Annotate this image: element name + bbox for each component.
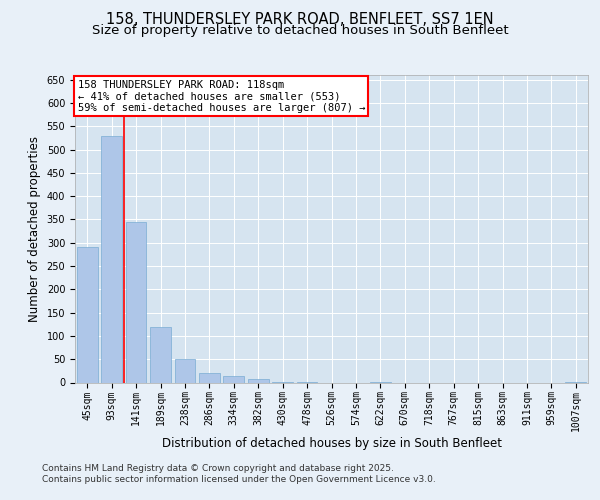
Text: Contains HM Land Registry data © Crown copyright and database right 2025.: Contains HM Land Registry data © Crown c… xyxy=(42,464,394,473)
Bar xyxy=(199,373,220,382)
Bar xyxy=(150,326,171,382)
Bar xyxy=(175,359,196,382)
Text: 158, THUNDERSLEY PARK ROAD, BENFLEET, SS7 1EN: 158, THUNDERSLEY PARK ROAD, BENFLEET, SS… xyxy=(106,12,494,28)
Bar xyxy=(101,136,122,382)
Bar xyxy=(77,248,98,382)
Text: Contains public sector information licensed under the Open Government Licence v3: Contains public sector information licen… xyxy=(42,475,436,484)
Bar xyxy=(248,379,269,382)
Bar xyxy=(125,222,146,382)
Bar xyxy=(223,376,244,382)
X-axis label: Distribution of detached houses by size in South Benfleet: Distribution of detached houses by size … xyxy=(161,437,502,450)
Text: 158 THUNDERSLEY PARK ROAD: 118sqm
← 41% of detached houses are smaller (553)
59%: 158 THUNDERSLEY PARK ROAD: 118sqm ← 41% … xyxy=(77,80,365,113)
Y-axis label: Number of detached properties: Number of detached properties xyxy=(28,136,41,322)
Text: Size of property relative to detached houses in South Benfleet: Size of property relative to detached ho… xyxy=(92,24,508,37)
